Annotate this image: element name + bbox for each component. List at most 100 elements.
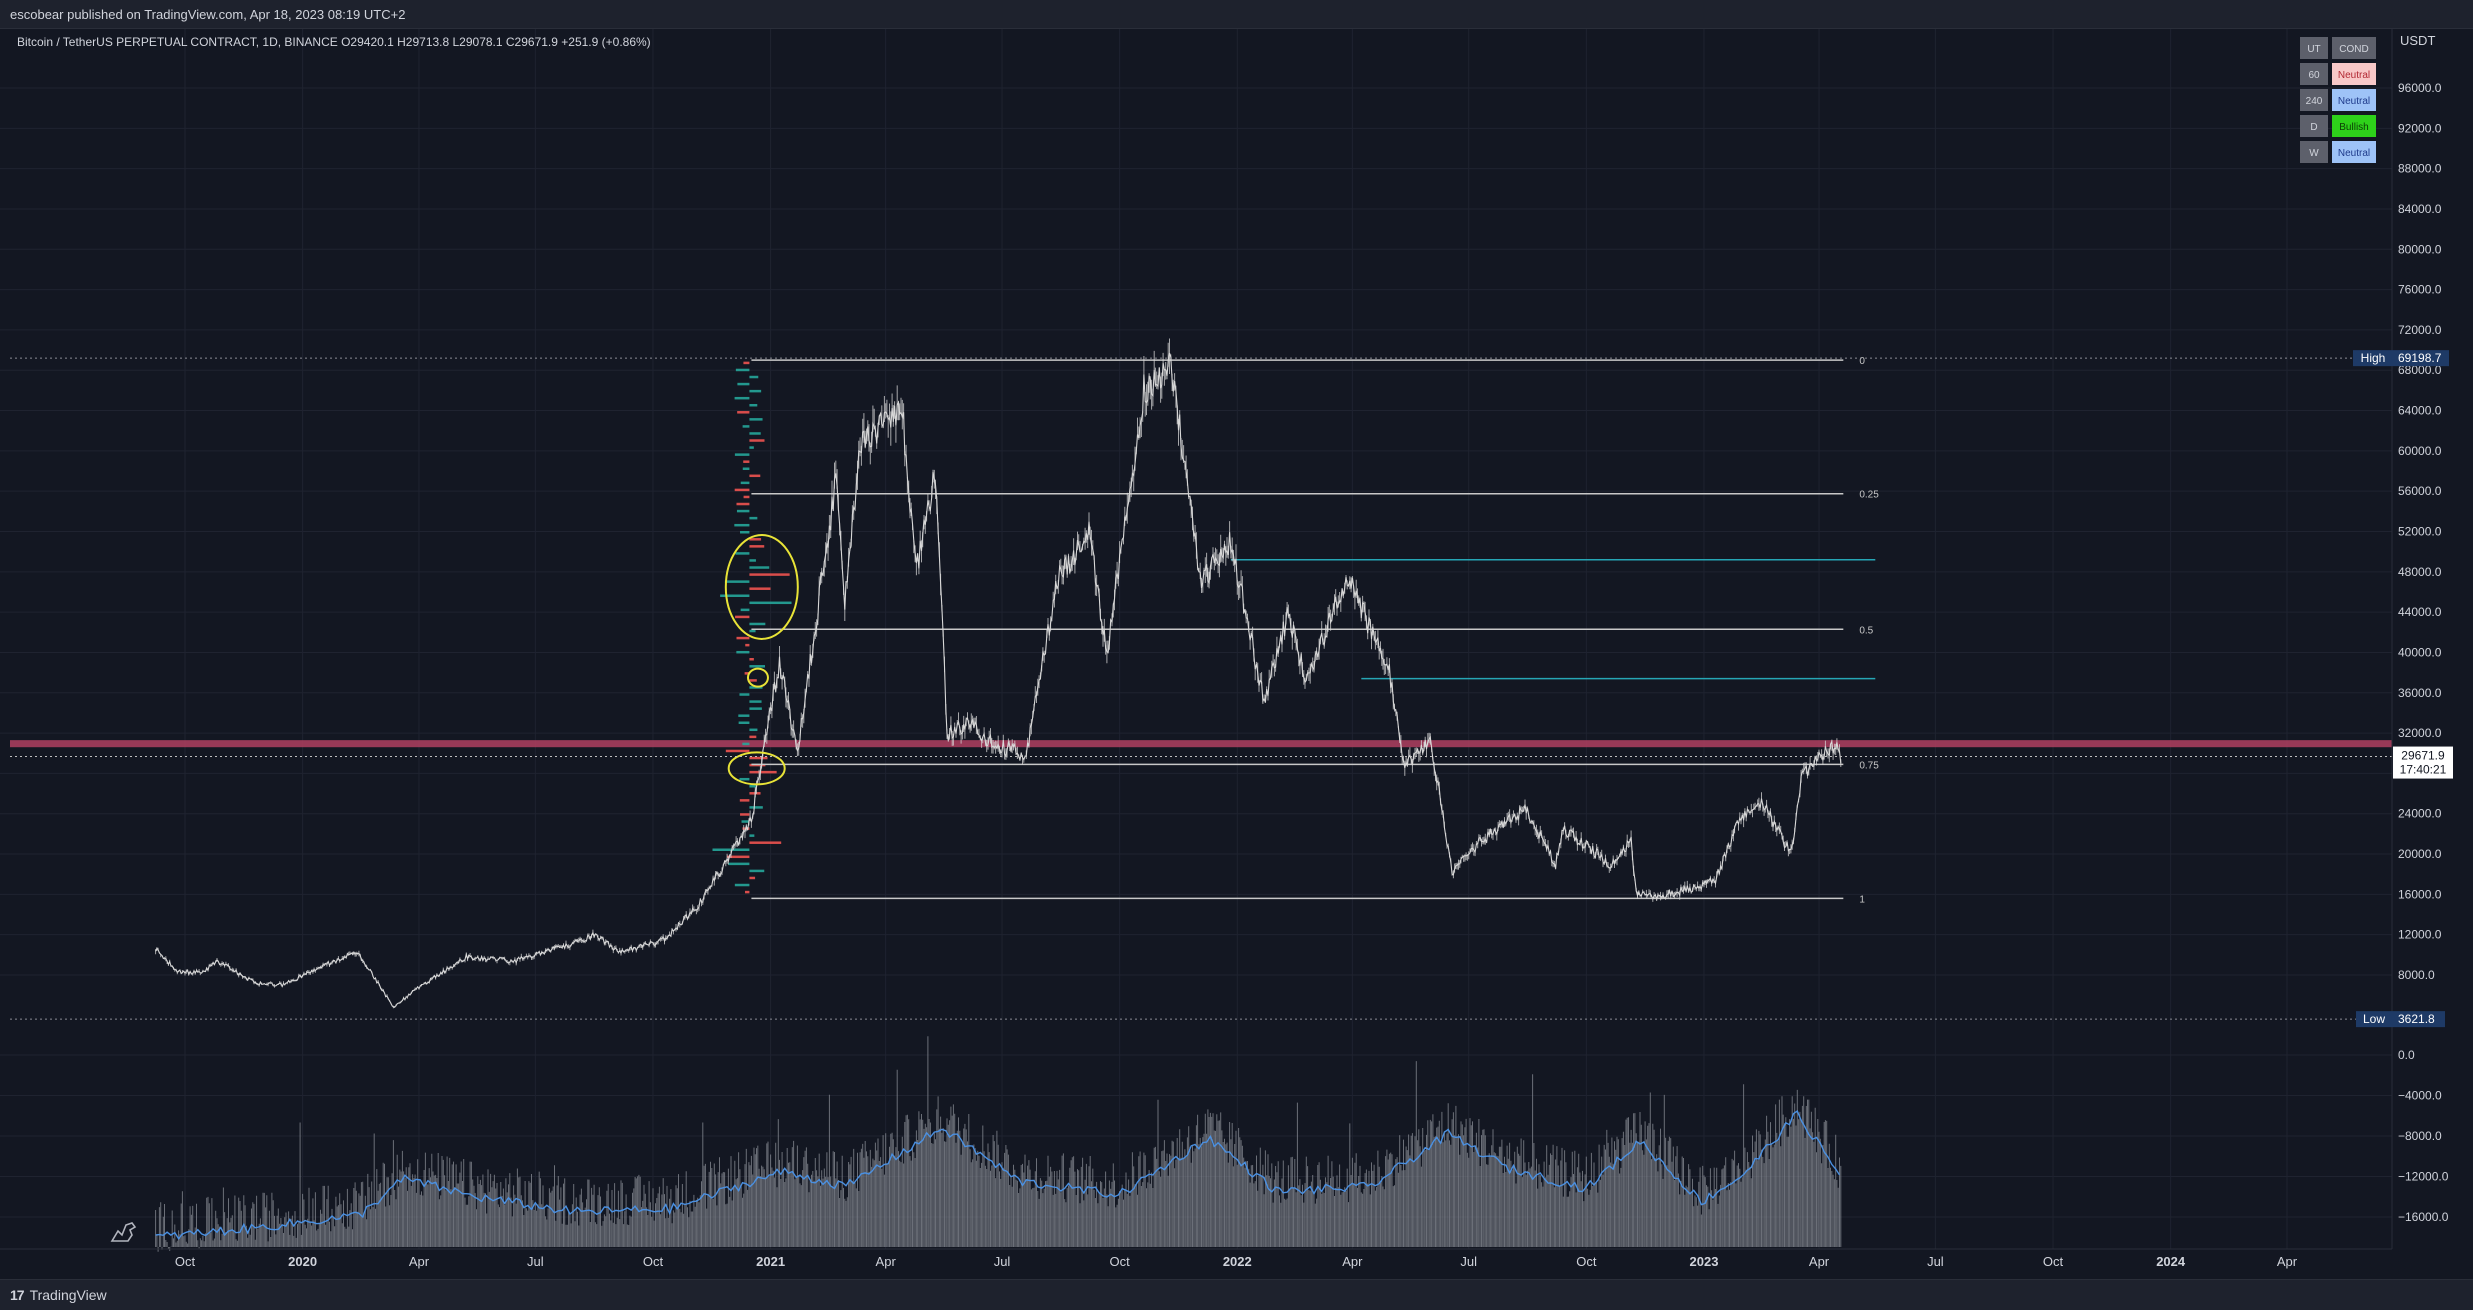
price-chart[interactable]: 0 0.25 0.5 0.75 1 USDT 96000.0 92000.0 88000.0… (0, 29, 2473, 1279)
price-tick-label: 12000.0 (2398, 928, 2442, 942)
mtf-header-cell (2300, 37, 2328, 59)
mtf-tf-cell (2300, 63, 2328, 85)
profile-bar (726, 855, 750, 859)
mtf-cond-label: Neutral (2338, 96, 2370, 107)
profile-bar (749, 538, 762, 541)
fib-label: 0.5 (1859, 625, 1873, 636)
annotation-ellipse (746, 667, 769, 688)
fib-label: 0.75 (1859, 760, 1879, 771)
mtf-tf-label: 240 (2306, 96, 2323, 107)
volume-line (155, 1110, 1841, 1240)
time-axis: Oct 2020 Apr Jul Oct 2021 Apr Jul Oct 2022 Apr Jul O… (0, 1248, 2392, 1269)
profile-bar (735, 552, 750, 555)
price-tick-label: 36000.0 (2398, 686, 2442, 700)
mtf-cond-label: Neutral (2338, 148, 2370, 159)
volume-histogram (155, 1036, 1842, 1252)
profile-bar (749, 707, 762, 710)
profile-bar (734, 883, 750, 887)
profile-bar (738, 714, 750, 717)
profile-bar (749, 474, 761, 478)
profile-bar (737, 382, 750, 386)
price-tick-label: 80000.0 (2398, 242, 2442, 256)
time-tick-label: Jul (1460, 1254, 1477, 1269)
profile-bar (741, 820, 750, 823)
profile-bar (749, 587, 771, 590)
profile-bar (734, 396, 750, 400)
mtf-header-ut: UT (2307, 44, 2320, 55)
fib-label: 0.25 (1859, 490, 1879, 501)
profile-bar (739, 693, 750, 696)
red-zone (10, 740, 2392, 748)
low-value-bg (2393, 1011, 2445, 1028)
profile-bar (749, 700, 762, 703)
time-tick-label: Apr (1342, 1254, 1363, 1269)
profile-bar (739, 799, 750, 802)
profile-bar (734, 453, 750, 456)
price-line (155, 352, 1842, 1008)
time-tick-label: Apr (2277, 1254, 2298, 1269)
price-tick-label: 64000.0 (2398, 404, 2442, 418)
high-tag-label: High (2361, 351, 2386, 365)
price-tick-label: 44000.0 (2398, 605, 2442, 619)
volume-tick-label: 0.0 (2398, 1048, 2415, 1062)
profile-bar (749, 545, 765, 548)
price-tick-label: 16000.0 (2398, 887, 2442, 901)
profile-bar (735, 368, 750, 372)
brand-name: TradingView (29, 1287, 107, 1303)
profile-bar (749, 679, 757, 682)
profile-bar (735, 615, 750, 619)
profile-bar (749, 389, 762, 393)
profile-bar (749, 869, 765, 873)
profile-bar (742, 742, 750, 746)
high-low-lines (10, 357, 2392, 1020)
profile-bar (736, 650, 750, 654)
volume-tick-label: −12000.0 (2398, 1170, 2449, 1184)
time-tick-label: Apr (409, 1254, 430, 1269)
volume-profile (712, 361, 792, 894)
price-tick-label: 8000.0 (2398, 968, 2435, 982)
fib-label: 1 (1859, 894, 1865, 905)
low-tag-label: Low (2363, 1012, 2385, 1026)
time-tick-label: Apr (1809, 1254, 1830, 1269)
volume-smoothed-line (155, 1110, 1841, 1240)
profile-bar (749, 573, 790, 576)
mtf-cond-label: Neutral (2338, 70, 2370, 81)
publisher-bar: escobear published on TradingView.com, A… (0, 0, 2473, 29)
profile-bar (749, 770, 777, 774)
price-tick-label: 96000.0 (2398, 81, 2442, 95)
currency-label: USDT (2400, 33, 2435, 48)
profile-bar (742, 425, 750, 428)
teal-levels (1230, 558, 1876, 680)
profile-bar (749, 566, 770, 569)
profile-bar (734, 488, 750, 492)
tradingview-logo[interactable]: 17 TradingView (10, 1287, 107, 1303)
time-tick-label: 2023 (1690, 1254, 1719, 1269)
last-price-bg (2393, 746, 2453, 779)
time-tick-label: 2022 (1223, 1254, 1252, 1269)
time-tick-label: 2024 (2156, 1254, 2186, 1269)
low-value-label: 3621.8 (2398, 1012, 2435, 1026)
profile-bar (749, 785, 757, 788)
profile-bar (744, 672, 750, 675)
mtf-cond-cell (2332, 63, 2376, 85)
high-tag-bg (2353, 350, 2393, 367)
price-tick-label: 92000.0 (2398, 121, 2442, 135)
profile-bar (740, 813, 750, 816)
price-series (155, 338, 1842, 1009)
profile-bar (736, 502, 750, 506)
profile-bar (749, 735, 757, 739)
profile-bar (740, 481, 750, 485)
mtf-tf-cell (2300, 141, 2328, 163)
price-tick-label: 84000.0 (2398, 202, 2442, 216)
high-value-label: 69198.7 (2398, 351, 2442, 365)
profile-bar (739, 777, 750, 781)
profile-bar (749, 403, 758, 407)
chart-background (0, 29, 2473, 1279)
profile-bar (749, 439, 765, 442)
chart-area[interactable]: 0 0.25 0.5 0.75 1 USDT 96000.0 92000.0 88000.0… (0, 29, 2473, 1279)
price-tick-label: 48000.0 (2398, 565, 2442, 579)
footer-bar: 17 TradingView (0, 1279, 2473, 1310)
profile-bar (745, 643, 750, 647)
profile-bar (749, 657, 754, 661)
mtf-header-cond: COND (2339, 44, 2368, 55)
